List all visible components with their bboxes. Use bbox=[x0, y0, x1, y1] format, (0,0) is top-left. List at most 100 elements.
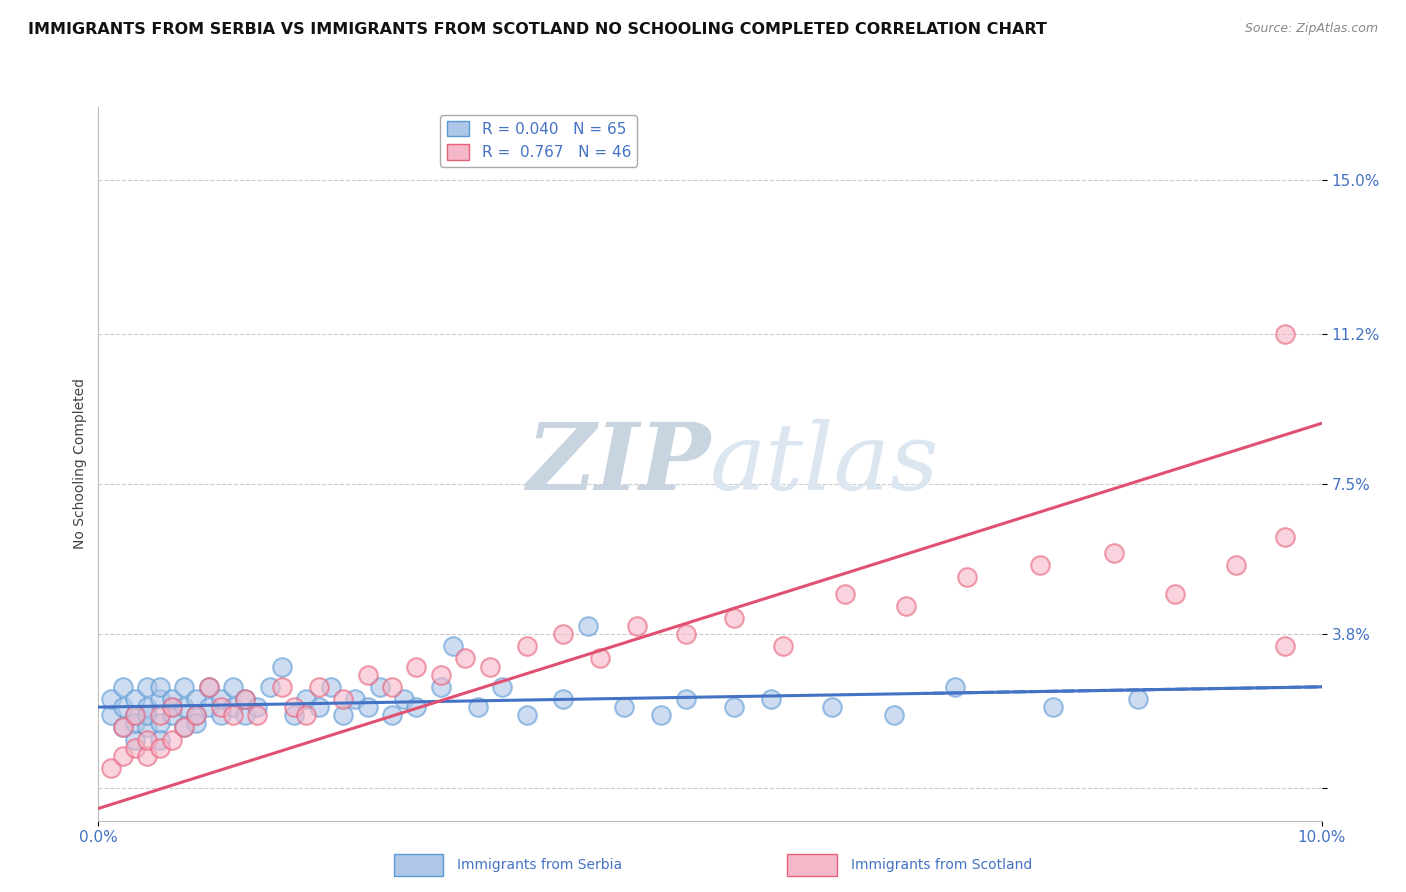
Point bbox=[344, 692, 367, 706]
Y-axis label: No Schooling Completed: No Schooling Completed bbox=[73, 378, 87, 549]
Legend: R = 0.040   N = 65, R =  0.767   N = 46: R = 0.040 N = 65, R = 0.767 N = 46 bbox=[440, 115, 637, 167]
Point bbox=[467, 700, 489, 714]
Point bbox=[821, 700, 844, 714]
Text: IMMIGRANTS FROM SERBIA VS IMMIGRANTS FROM SCOTLAND NO SCHOOLING COMPLETED CORREL: IMMIGRANTS FROM SERBIA VS IMMIGRANTS FRO… bbox=[28, 22, 1047, 37]
Point bbox=[197, 700, 219, 714]
Point bbox=[491, 680, 513, 694]
Point bbox=[197, 680, 219, 694]
Point bbox=[553, 692, 575, 706]
Point bbox=[186, 716, 208, 731]
Point bbox=[368, 680, 391, 694]
Point bbox=[124, 740, 146, 755]
Point bbox=[124, 732, 146, 747]
Point bbox=[308, 680, 330, 694]
Point bbox=[246, 708, 269, 723]
Point bbox=[332, 692, 354, 706]
Point bbox=[111, 700, 134, 714]
Point bbox=[209, 700, 232, 714]
Point bbox=[943, 680, 966, 694]
Point bbox=[675, 627, 697, 641]
Point bbox=[1225, 558, 1247, 573]
Point bbox=[149, 732, 172, 747]
Point bbox=[478, 659, 501, 673]
Point bbox=[956, 570, 979, 584]
Point bbox=[222, 680, 245, 694]
Point bbox=[246, 700, 269, 714]
Point bbox=[454, 651, 477, 665]
Point bbox=[173, 720, 195, 734]
Point bbox=[441, 640, 464, 654]
Point bbox=[626, 619, 648, 633]
Point bbox=[124, 708, 146, 723]
Point bbox=[222, 708, 245, 723]
Point bbox=[1102, 546, 1125, 560]
Point bbox=[197, 680, 219, 694]
Point bbox=[111, 748, 134, 763]
Point bbox=[209, 692, 232, 706]
Point bbox=[160, 708, 183, 723]
Point bbox=[553, 627, 575, 641]
Point bbox=[111, 720, 134, 734]
Point bbox=[111, 680, 134, 694]
Point bbox=[160, 732, 183, 747]
Point bbox=[356, 700, 378, 714]
Point bbox=[160, 692, 183, 706]
Point bbox=[516, 640, 538, 654]
Point bbox=[283, 708, 305, 723]
Point bbox=[173, 700, 195, 714]
Point bbox=[149, 680, 172, 694]
Text: ZIP: ZIP bbox=[526, 419, 710, 508]
Point bbox=[1029, 558, 1052, 573]
Point bbox=[136, 708, 159, 723]
Point bbox=[834, 586, 856, 600]
Point bbox=[1274, 327, 1296, 342]
Point bbox=[270, 659, 292, 673]
Point bbox=[1128, 692, 1150, 706]
Point bbox=[136, 720, 159, 734]
Point bbox=[259, 680, 281, 694]
Point bbox=[516, 708, 538, 723]
Point bbox=[894, 599, 917, 613]
Point bbox=[772, 640, 794, 654]
Point bbox=[186, 708, 208, 723]
Point bbox=[222, 700, 245, 714]
Point bbox=[209, 708, 232, 723]
Point bbox=[675, 692, 697, 706]
Point bbox=[136, 680, 159, 694]
Text: Immigrants from Scotland: Immigrants from Scotland bbox=[851, 858, 1032, 871]
Point bbox=[233, 692, 256, 706]
Point bbox=[759, 692, 782, 706]
Point bbox=[124, 692, 146, 706]
Point bbox=[173, 720, 195, 734]
Point bbox=[308, 700, 330, 714]
Point bbox=[723, 611, 745, 625]
Point bbox=[332, 708, 354, 723]
Point bbox=[1042, 700, 1064, 714]
Point bbox=[381, 708, 404, 723]
Point bbox=[430, 667, 453, 681]
Point bbox=[124, 708, 146, 723]
Point bbox=[295, 708, 318, 723]
Point bbox=[295, 692, 318, 706]
Point bbox=[100, 708, 122, 723]
Point bbox=[124, 716, 146, 731]
Point bbox=[100, 761, 122, 775]
Point bbox=[356, 667, 378, 681]
Point bbox=[392, 692, 416, 706]
Point bbox=[576, 619, 599, 633]
Point bbox=[160, 700, 183, 714]
Point bbox=[149, 740, 172, 755]
Point bbox=[1164, 586, 1187, 600]
Point bbox=[270, 680, 292, 694]
Point bbox=[589, 651, 612, 665]
Point bbox=[173, 680, 195, 694]
Point bbox=[186, 708, 208, 723]
Point bbox=[160, 700, 183, 714]
Point bbox=[136, 700, 159, 714]
Point bbox=[1274, 530, 1296, 544]
Point bbox=[405, 700, 427, 714]
Text: atlas: atlas bbox=[710, 419, 939, 508]
Text: Source: ZipAtlas.com: Source: ZipAtlas.com bbox=[1244, 22, 1378, 36]
Point bbox=[430, 680, 453, 694]
Point bbox=[111, 720, 134, 734]
